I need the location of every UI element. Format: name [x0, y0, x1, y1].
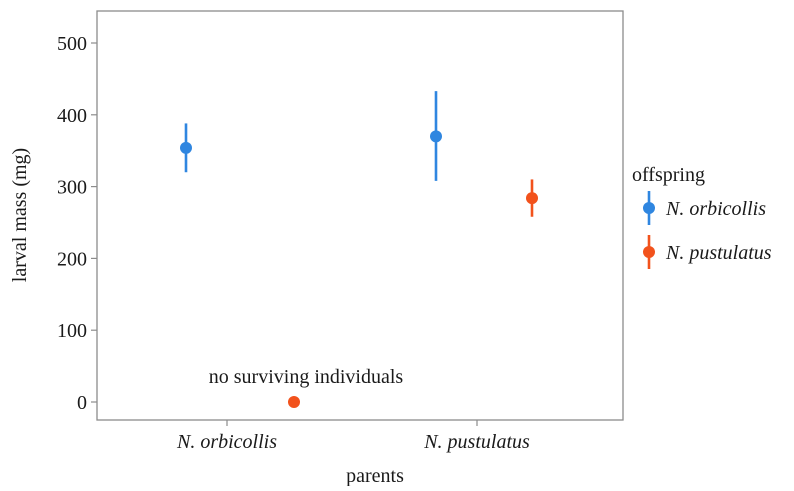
- plot-panel: [96, 10, 624, 421]
- data-point: [526, 192, 538, 205]
- y-tick-label: 300: [57, 177, 87, 199]
- y-tick-label: 400: [57, 105, 87, 127]
- legend-label: N. orbicollis: [665, 198, 766, 220]
- legend-title: offspring: [632, 164, 705, 186]
- data-point: [430, 130, 442, 143]
- legend-key-point: [643, 246, 655, 258]
- legend: offspring N. orbicollis N. pustulatus: [632, 164, 772, 269]
- data-marks: [180, 91, 538, 408]
- x-axis-title: parents: [346, 465, 404, 486]
- x-tick-label: N. pustulatus: [423, 431, 530, 453]
- y-tick-label: 100: [57, 320, 87, 342]
- y-tick-label: 200: [57, 248, 87, 270]
- y-tick-label: 0: [77, 392, 87, 414]
- data-point: [180, 141, 192, 154]
- y-axis-title: larval mass (mg): [9, 148, 31, 282]
- y-tick-label: 500: [57, 33, 87, 55]
- y-axis: 0 100 200 300 400 500: [57, 33, 97, 414]
- x-axis: N. orbicollis N. pustulatus: [176, 420, 530, 453]
- legend-label: N. pustulatus: [665, 242, 772, 264]
- legend-key-point: [643, 202, 655, 214]
- data-point: [288, 396, 300, 408]
- x-tick-label: N. orbicollis: [176, 431, 277, 453]
- annotation-label: no surviving individuals: [209, 366, 404, 388]
- annotations: no surviving individuals: [209, 366, 404, 388]
